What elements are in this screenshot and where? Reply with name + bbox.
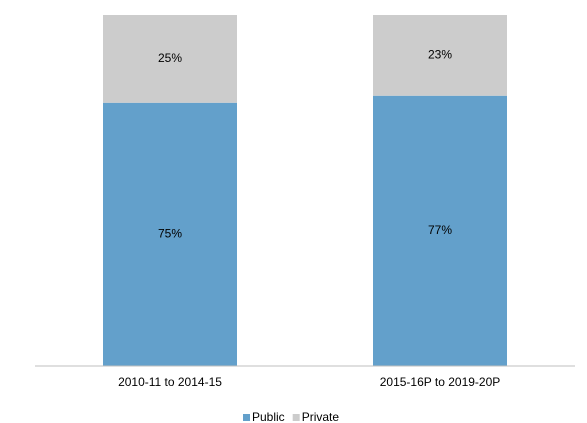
x-tick-label: 2010-11 to 2014-15 bbox=[118, 375, 222, 389]
bar-segment bbox=[103, 15, 237, 103]
data-label: 25% bbox=[158, 51, 182, 65]
bar-segment bbox=[103, 102, 237, 366]
data-label: 77% bbox=[428, 223, 452, 237]
bar-segment bbox=[373, 95, 507, 366]
legend-label: Public bbox=[252, 410, 285, 423]
x-tick-label: 2015-16P to 2019-20P bbox=[380, 375, 501, 389]
bar-segment bbox=[373, 15, 507, 96]
data-label: 75% bbox=[158, 227, 182, 241]
legend-swatch bbox=[243, 414, 250, 421]
legend-swatch bbox=[292, 414, 300, 421]
legend-label: Private bbox=[302, 410, 340, 423]
data-label: 23% bbox=[428, 48, 452, 62]
